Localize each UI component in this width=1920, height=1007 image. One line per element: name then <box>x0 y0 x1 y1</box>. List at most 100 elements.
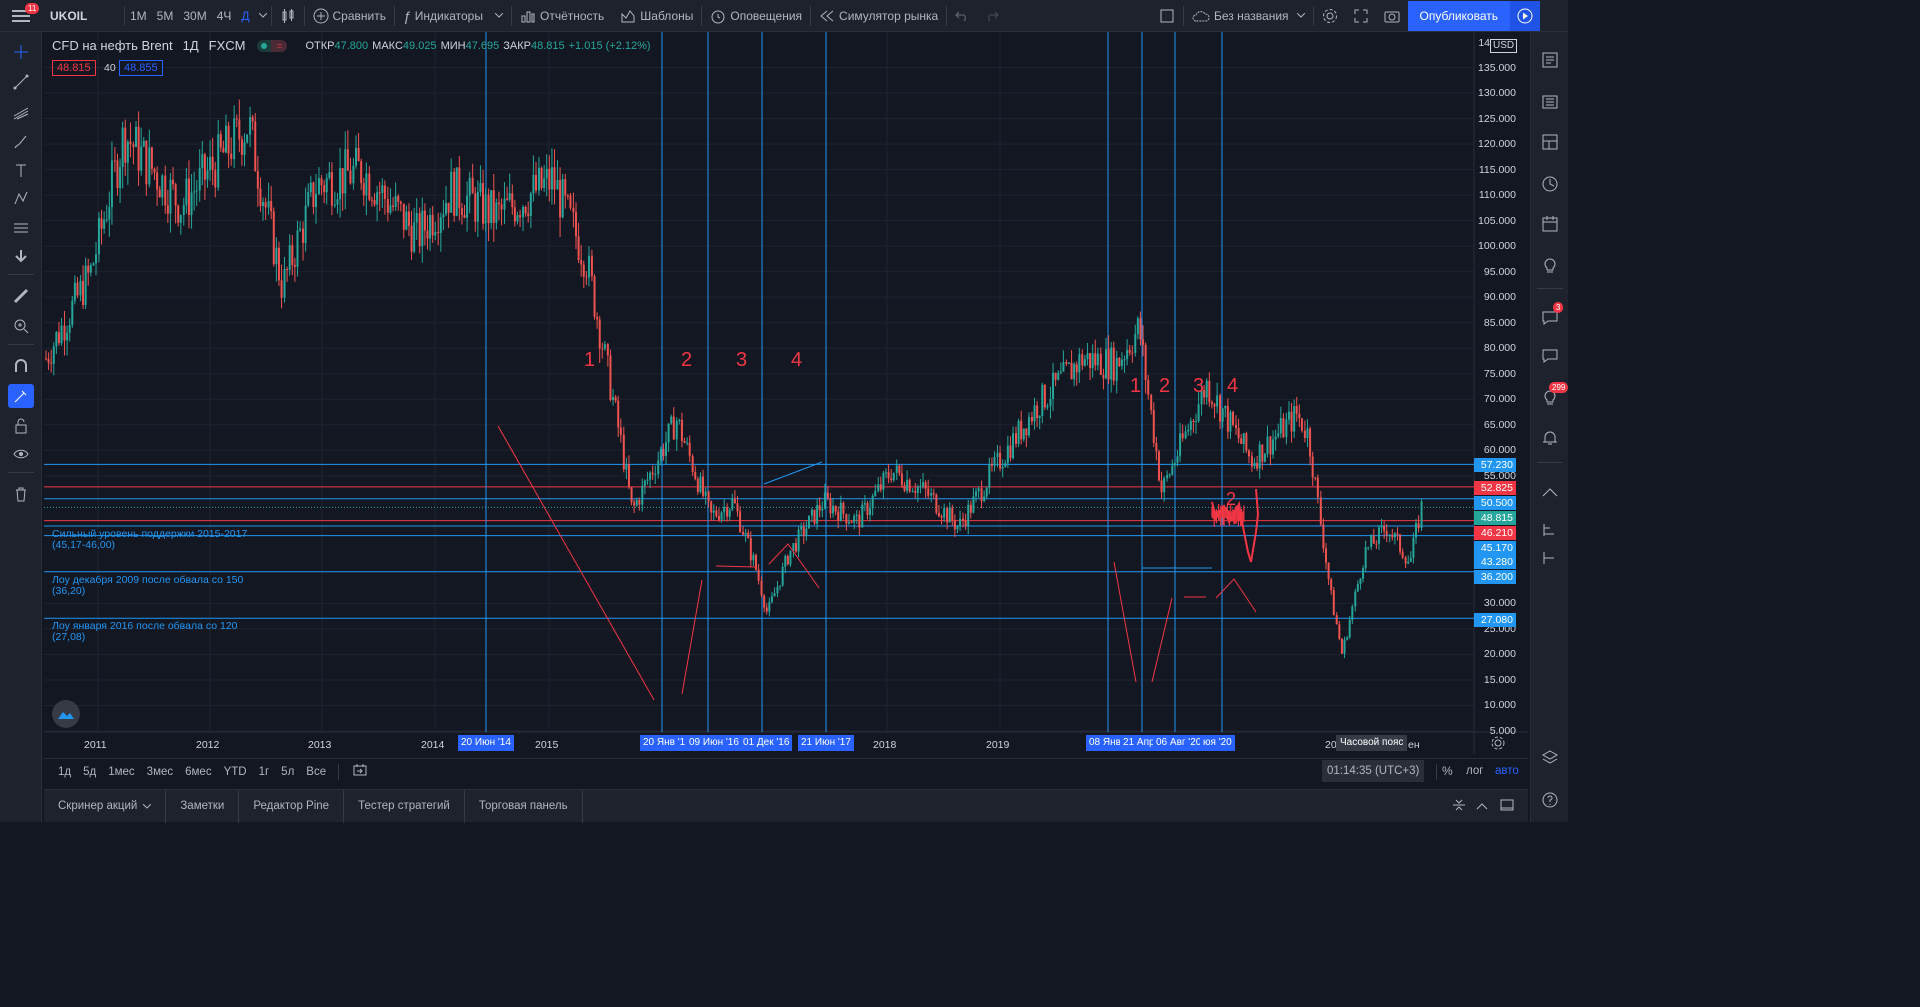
hotlists-button[interactable] <box>1537 172 1563 196</box>
object-tree-button-2[interactable] <box>1537 546 1563 570</box>
hide-drawings-tool[interactable] <box>8 442 34 466</box>
range-button[interactable]: Все <box>306 765 327 778</box>
interval-2[interactable]: 5M <box>156 8 174 23</box>
chart-type-button[interactable] <box>272 0 304 32</box>
layout-button[interactable] <box>1151 0 1183 32</box>
interval-dropdown[interactable] <box>255 0 271 32</box>
zoom-tool[interactable] <box>8 314 34 338</box>
tradingview-logo[interactable] <box>52 700 80 728</box>
brush-tool[interactable] <box>8 130 34 154</box>
interval-5[interactable]: Д <box>241 8 250 23</box>
interval-3[interactable]: 30M <box>183 8 207 23</box>
templates-button[interactable]: Шаблоны <box>612 0 701 32</box>
interval-1[interactable]: 1M <box>130 8 147 23</box>
data-window-button[interactable] <box>1537 130 1563 154</box>
candle-body <box>784 556 787 567</box>
chats-button[interactable]: 3 <box>1537 302 1564 330</box>
range-button[interactable]: YTD <box>223 765 247 778</box>
ideas-button[interactable] <box>1537 254 1563 278</box>
axis-settings-button[interactable] <box>1490 735 1506 754</box>
candle-body <box>993 457 996 466</box>
percent-toggle[interactable]: % <box>1442 764 1453 778</box>
indicators-button[interactable]: ƒ Индикаторы <box>395 0 511 32</box>
goto-date-button[interactable] <box>353 764 367 779</box>
clock-timezone[interactable]: 01:14:35 (UTC+3) <box>1322 760 1425 782</box>
start-replay-button[interactable] <box>1510 0 1540 31</box>
reports-button[interactable]: Отчётность <box>512 0 612 32</box>
redo-button[interactable] <box>977 0 1007 32</box>
interval-4[interactable]: 4Ч <box>216 8 232 23</box>
candle-body <box>850 522 853 524</box>
sell-price-box[interactable]: 48.815 <box>52 60 96 76</box>
auto-toggle[interactable]: авто <box>1495 765 1519 777</box>
tab-trading-panel[interactable]: Торговая панель <box>465 789 583 823</box>
collapse-panel-button[interactable] <box>1476 799 1500 813</box>
range-button[interactable]: 1д <box>58 765 72 778</box>
candle-body <box>877 484 880 492</box>
compare-button[interactable]: Сравнить <box>305 0 394 32</box>
candle-body <box>251 117 254 122</box>
watchlist-button[interactable] <box>1537 48 1563 72</box>
symbol-search[interactable]: UKOIL <box>50 8 88 23</box>
notifications-button[interactable]: 299 <box>1537 382 1569 410</box>
buy-price-box[interactable]: 48.855 <box>119 60 163 76</box>
messages-button[interactable] <box>1537 344 1563 368</box>
candle-body <box>1258 444 1261 469</box>
range-button[interactable]: 5д <box>83 765 97 778</box>
delete-drawings-tool[interactable] <box>8 482 34 506</box>
ruler-tool[interactable] <box>8 284 34 308</box>
fullscreen-button[interactable] <box>1346 0 1376 32</box>
pattern-tool[interactable] <box>8 186 34 210</box>
currency-label[interactable]: USD <box>1490 39 1518 53</box>
range-button[interactable]: 6мес <box>185 765 212 778</box>
range-button[interactable]: 1г <box>258 765 270 778</box>
candle-body <box>739 511 742 532</box>
help-button[interactable] <box>1537 788 1563 812</box>
candle-body <box>747 532 750 539</box>
log-toggle[interactable]: лог <box>1466 765 1484 777</box>
alerts-button[interactable]: Оповещения <box>702 0 810 32</box>
main-menu-button[interactable]: 11 <box>0 0 42 32</box>
range-button[interactable]: 5л <box>281 765 295 778</box>
hide-tools-button[interactable] <box>8 244 34 268</box>
range-button[interactable]: 3мес <box>146 765 174 778</box>
candle-body <box>670 416 673 424</box>
object-tree-button[interactable] <box>1537 518 1563 542</box>
lock-drawings-tool[interactable] <box>8 414 34 438</box>
replay-button[interactable]: Симулятор рынка <box>811 0 946 32</box>
market-status[interactable]: = <box>257 39 288 52</box>
text-tool[interactable] <box>8 158 34 182</box>
candle-body <box>79 280 82 296</box>
magnet-tool[interactable] <box>8 354 34 378</box>
layers-button[interactable] <box>1537 746 1563 770</box>
candle-body <box>399 201 402 204</box>
settings-button[interactable] <box>1314 0 1346 32</box>
tab-strategy-tester[interactable]: Тестер стратегий <box>344 789 465 823</box>
trendline-tool[interactable] <box>8 70 34 94</box>
range-button[interactable]: 1мес <box>108 765 135 778</box>
pitchfork-tool[interactable] <box>8 100 34 124</box>
price-chart[interactable] <box>44 32 1528 754</box>
tab-notes[interactable]: Заметки <box>166 789 240 823</box>
snapshot-button[interactable] <box>1376 0 1408 32</box>
stay-in-drawing-tool[interactable] <box>8 384 34 408</box>
publish-button[interactable]: Опубликовать <box>1407 0 1510 31</box>
prediction-tool[interactable] <box>8 216 34 240</box>
candle-body <box>972 496 975 513</box>
candle-body <box>863 503 866 505</box>
panel-menu-button[interactable] <box>1452 798 1476 815</box>
candle-body <box>1081 354 1084 366</box>
legend-change: +1.015 (+2.12%) <box>568 39 651 52</box>
crosshair-tool[interactable] <box>8 40 34 64</box>
tab-pine-editor[interactable]: Редактор Pine <box>239 789 345 823</box>
calendar-button[interactable] <box>1537 212 1563 236</box>
candle-body <box>511 193 514 208</box>
alerts-panel-button[interactable] <box>1537 426 1563 450</box>
maximize-panel-button[interactable] <box>1500 799 1528 814</box>
news-button[interactable] <box>1537 90 1563 114</box>
candle-body <box>418 213 421 247</box>
tab-stock-screener[interactable]: Скринер акций <box>44 789 167 823</box>
undo-button[interactable] <box>947 0 977 32</box>
hide-sidebar-button[interactable] <box>1537 480 1563 504</box>
layout-name-button[interactable]: Без названия <box>1184 0 1313 32</box>
